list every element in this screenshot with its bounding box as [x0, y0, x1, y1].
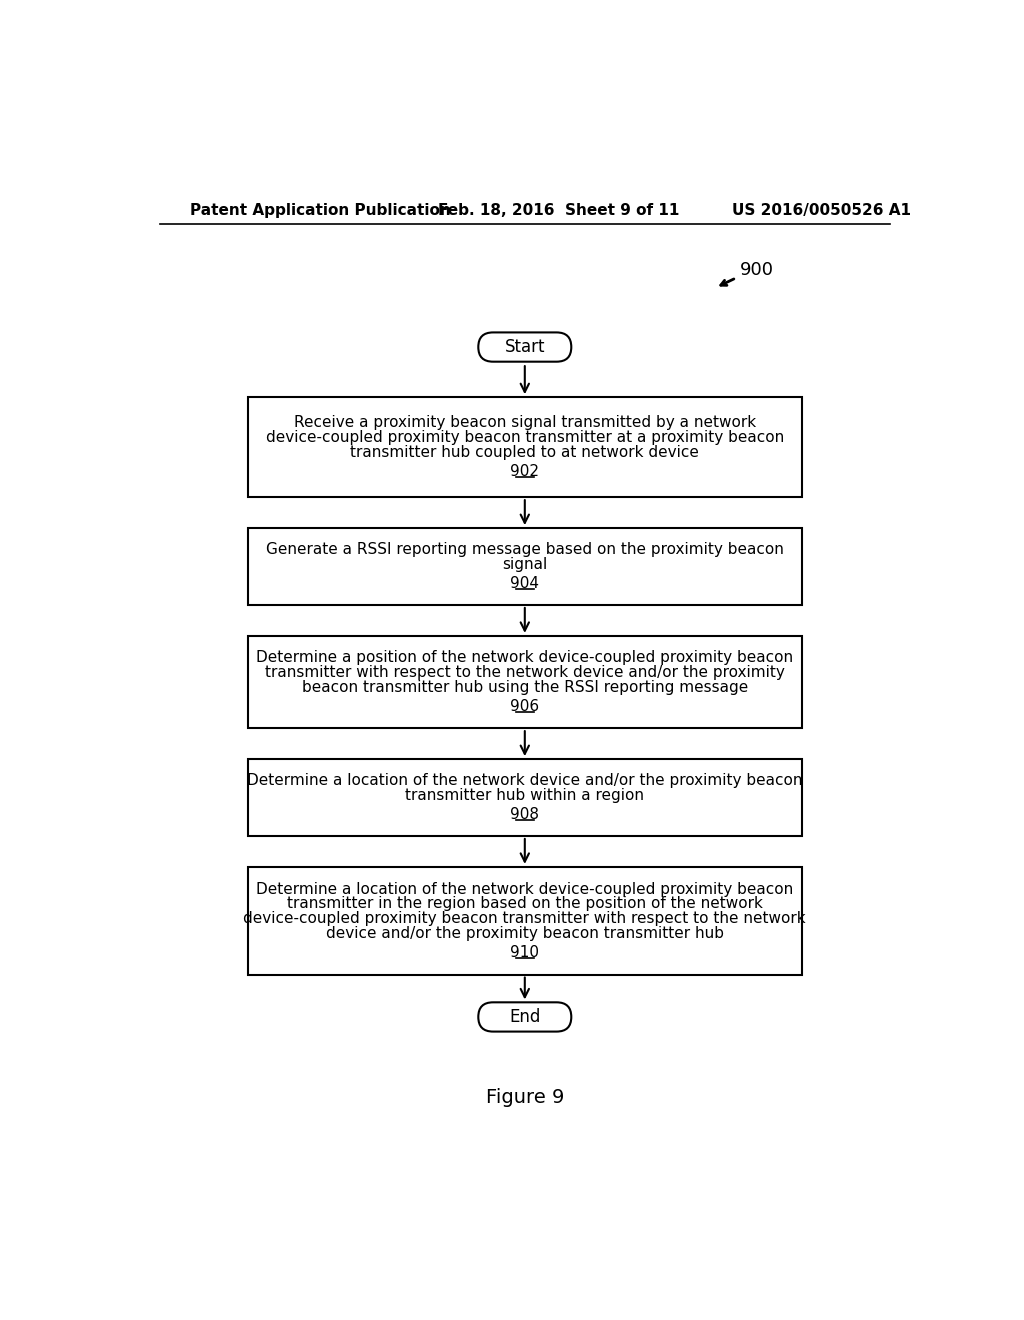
FancyBboxPatch shape — [478, 1002, 571, 1032]
Text: device-coupled proximity beacon transmitter at a proximity beacon: device-coupled proximity beacon transmit… — [265, 430, 784, 445]
Bar — [248, 759, 802, 836]
Text: device and/or the proximity beacon transmitter hub: device and/or the proximity beacon trans… — [326, 925, 724, 941]
Text: 900: 900 — [740, 261, 774, 279]
Text: US 2016/0050526 A1: US 2016/0050526 A1 — [732, 203, 911, 218]
Text: Figure 9: Figure 9 — [485, 1088, 564, 1107]
Text: 908: 908 — [510, 807, 540, 822]
Text: transmitter hub coupled to at network device: transmitter hub coupled to at network de… — [350, 445, 699, 459]
Text: Patent Application Publication: Patent Application Publication — [190, 203, 451, 218]
Text: transmitter with respect to the network device and/or the proximity: transmitter with respect to the network … — [265, 665, 784, 680]
Bar — [248, 636, 802, 729]
Text: Generate a RSSI reporting message based on the proximity beacon: Generate a RSSI reporting message based … — [266, 543, 783, 557]
Bar — [248, 528, 802, 605]
Text: Determine a location of the network device-coupled proximity beacon: Determine a location of the network devi… — [256, 882, 794, 896]
Text: 902: 902 — [510, 463, 540, 479]
FancyBboxPatch shape — [478, 333, 571, 362]
Text: Determine a location of the network device and/or the proximity beacon: Determine a location of the network devi… — [247, 774, 803, 788]
Text: transmitter in the region based on the position of the network: transmitter in the region based on the p… — [287, 896, 763, 911]
Text: Feb. 18, 2016  Sheet 9 of 11: Feb. 18, 2016 Sheet 9 of 11 — [438, 203, 679, 218]
Text: Start: Start — [505, 338, 545, 356]
Text: 906: 906 — [510, 698, 540, 714]
Text: 904: 904 — [510, 576, 540, 591]
Text: End: End — [509, 1008, 541, 1026]
Text: device-coupled proximity beacon transmitter with respect to the network: device-coupled proximity beacon transmit… — [244, 911, 806, 925]
Text: Receive a proximity beacon signal transmitted by a network: Receive a proximity beacon signal transm… — [294, 416, 756, 430]
Text: signal: signal — [502, 557, 548, 572]
Text: transmitter hub within a region: transmitter hub within a region — [406, 788, 644, 803]
Bar — [248, 397, 802, 498]
Text: 910: 910 — [510, 945, 540, 960]
Text: beacon transmitter hub using the RSSI reporting message: beacon transmitter hub using the RSSI re… — [302, 680, 748, 694]
Text: Determine a position of the network device-coupled proximity beacon: Determine a position of the network devi… — [256, 651, 794, 665]
Bar — [248, 867, 802, 974]
